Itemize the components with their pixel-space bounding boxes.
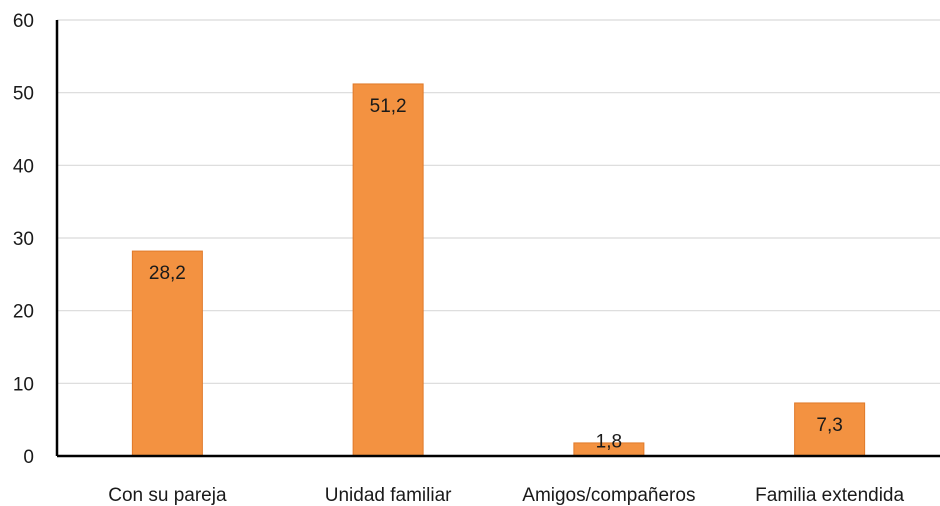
bar [352, 83, 424, 457]
x-category-label: Amigos/compañeros [522, 485, 695, 506]
x-category-label: Familia extendida [755, 485, 904, 506]
x-category-label: Con su pareja [108, 485, 227, 506]
y-tick-label: 0 [23, 447, 34, 468]
y-tick-label: 40 [13, 156, 34, 177]
data-label: 7,3 [816, 415, 842, 436]
gridlines [57, 19, 940, 384]
y-tick-label: 30 [13, 229, 34, 250]
y-tick-label: 20 [13, 302, 34, 323]
y-tick-label: 50 [13, 84, 34, 105]
x-axis-category-labels: Con su pareja Unidad familiar Amigos/compa… [108, 485, 904, 506]
bars [131, 83, 866, 457]
x-category-label: Unidad familiar [325, 485, 452, 506]
data-label: 51,2 [370, 96, 407, 117]
y-tick-label: 60 [13, 11, 34, 32]
y-axis-tick-labels: 0 10 20 30 40 50 60 [13, 11, 34, 468]
data-label: 1,8 [596, 431, 622, 452]
data-labels: 28,2 51,2 1,8 7,3 [149, 96, 843, 453]
y-tick-label: 10 [13, 374, 34, 395]
data-label: 28,2 [149, 263, 186, 284]
axes [55, 20, 940, 458]
